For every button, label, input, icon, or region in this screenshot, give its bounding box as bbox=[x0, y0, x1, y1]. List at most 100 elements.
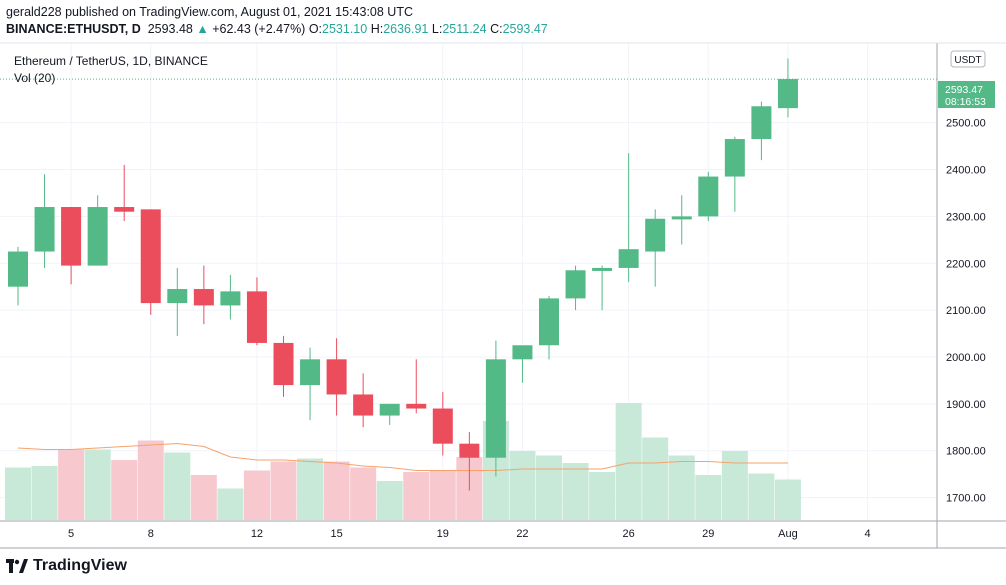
price-change: +62.43 (+2.47%) bbox=[212, 22, 306, 36]
volume-bar bbox=[111, 460, 138, 520]
candle bbox=[406, 359, 427, 414]
price-axis-labels: 1700.00 1800.00 1900.00 2000.00 2100.00 2200.… bbox=[946, 118, 986, 505]
volume-bar bbox=[270, 461, 297, 520]
candle bbox=[565, 265, 586, 311]
volume-bar bbox=[137, 440, 164, 520]
candle-body bbox=[406, 403, 427, 409]
candle bbox=[220, 274, 241, 320]
candles bbox=[8, 58, 798, 491]
candle-body bbox=[777, 79, 798, 109]
candle bbox=[459, 431, 480, 491]
candle bbox=[512, 345, 533, 383]
time-tick-label: 26 bbox=[623, 528, 635, 540]
candle bbox=[777, 58, 798, 118]
last-price: 2593.48 bbox=[147, 22, 193, 36]
candle bbox=[698, 171, 719, 222]
price-tick-label: 2200.00 bbox=[946, 258, 986, 270]
candle bbox=[671, 195, 692, 245]
chart-legend-title: Ethereum / TetherUS, 1D, BINANCE bbox=[14, 54, 208, 68]
volume-bar bbox=[323, 461, 350, 520]
volume-bar bbox=[589, 472, 616, 520]
candle-body bbox=[140, 209, 161, 304]
volume-bar bbox=[164, 452, 191, 520]
candle bbox=[140, 209, 161, 315]
time-tick-label: 4 bbox=[865, 528, 871, 540]
price-tick-label: 2500.00 bbox=[946, 118, 986, 130]
price-tick-label: 1700.00 bbox=[946, 493, 986, 505]
candle bbox=[167, 267, 188, 336]
time-axis-labels: 5 8 12 15 19 22 26 29 Aug 4 bbox=[68, 528, 871, 540]
volume-bar bbox=[350, 467, 377, 520]
price-tick-label: 1800.00 bbox=[946, 446, 986, 458]
high-label: H: bbox=[370, 22, 384, 36]
candle bbox=[379, 403, 400, 425]
price-tag: 2593.47 08:16:53 bbox=[938, 81, 995, 108]
symbol-label: BINANCE:ETHUSDT, D bbox=[6, 22, 141, 36]
volume-legend: Vol (20) bbox=[14, 71, 55, 85]
candle-body bbox=[193, 289, 214, 306]
candle-body bbox=[34, 207, 55, 252]
time-tick-label: 15 bbox=[330, 528, 342, 540]
volume-bar bbox=[5, 467, 31, 520]
candle bbox=[485, 340, 506, 477]
candle-body bbox=[167, 289, 188, 304]
volume-bar bbox=[429, 470, 456, 520]
candle-body bbox=[724, 139, 745, 177]
candle bbox=[193, 265, 214, 325]
high-value: 2636.91 bbox=[383, 22, 429, 36]
volume-bar bbox=[297, 458, 324, 520]
price-tick-label: 2400.00 bbox=[946, 165, 986, 177]
candle bbox=[724, 136, 745, 212]
low-label: L: bbox=[431, 22, 443, 36]
low-value: 2511.24 bbox=[442, 22, 487, 36]
volume-bar bbox=[190, 475, 217, 520]
candle-body bbox=[87, 207, 108, 266]
volume-bar bbox=[31, 466, 58, 520]
candle-body bbox=[326, 359, 347, 395]
candle-body bbox=[114, 207, 135, 212]
publish-info: gerald228 published on TradingView.com, … bbox=[6, 5, 413, 19]
candle bbox=[353, 373, 374, 428]
candle-body bbox=[539, 298, 559, 346]
candle bbox=[246, 277, 267, 346]
price-tick-label: 2300.00 bbox=[946, 211, 986, 223]
candle-body bbox=[432, 408, 453, 444]
volume-bar bbox=[774, 479, 801, 520]
time-tick-label: 12 bbox=[251, 528, 263, 540]
volume-bar bbox=[615, 403, 642, 520]
volume-bar bbox=[403, 472, 430, 520]
candle-body bbox=[565, 270, 586, 299]
currency-label: USDT bbox=[954, 55, 981, 66]
candle-body bbox=[61, 207, 82, 266]
candle-body bbox=[698, 176, 719, 217]
price-tag-value: 2593.47 bbox=[945, 84, 983, 96]
close-label: C: bbox=[490, 22, 503, 36]
price-tick-label: 2100.00 bbox=[946, 305, 986, 317]
candle-body bbox=[246, 291, 267, 343]
volume-bar bbox=[58, 449, 85, 520]
candle-body bbox=[220, 291, 241, 306]
candle bbox=[8, 246, 28, 306]
candle bbox=[326, 338, 347, 416]
candle bbox=[432, 392, 453, 456]
candle-body bbox=[273, 342, 294, 386]
candle bbox=[34, 174, 55, 268]
candle-body bbox=[512, 345, 533, 360]
candle bbox=[645, 209, 666, 287]
currency-badge[interactable]: USDT bbox=[950, 50, 986, 68]
candle bbox=[114, 164, 135, 222]
time-tick-label: 29 bbox=[702, 528, 714, 540]
volume-bar bbox=[695, 475, 722, 520]
candle bbox=[539, 296, 559, 360]
candle bbox=[61, 207, 82, 285]
tradingview-logo[interactable]: TradingView bbox=[6, 557, 127, 575]
price-tick-label: 1900.00 bbox=[946, 399, 986, 411]
up-arrow-icon: ▲ bbox=[196, 22, 209, 36]
candle-body bbox=[671, 216, 692, 220]
candle-body bbox=[645, 218, 666, 252]
candle-body bbox=[300, 359, 321, 386]
time-tick-label: 19 bbox=[437, 528, 449, 540]
volume-bar bbox=[721, 451, 748, 520]
candle-body bbox=[459, 443, 480, 458]
